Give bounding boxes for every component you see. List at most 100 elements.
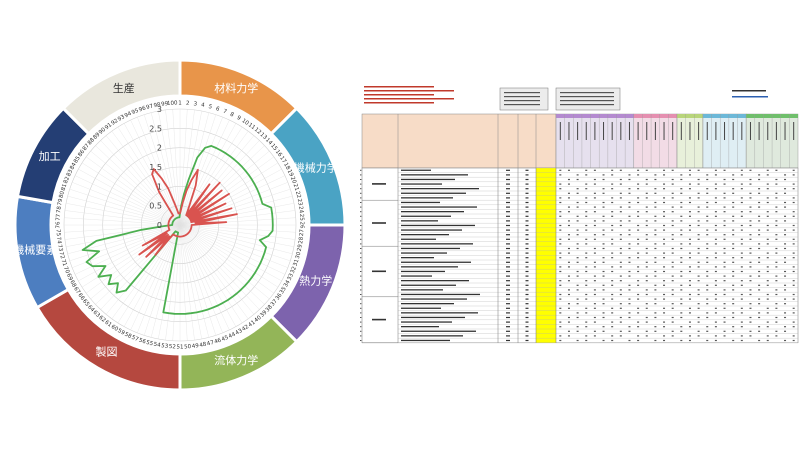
cell-mark: [567, 266, 570, 268]
cell-mark: [749, 280, 752, 282]
row-number: [360, 326, 362, 328]
cell-mark: [706, 220, 709, 222]
cell-mark: [637, 183, 640, 185]
cell-mark: [775, 211, 778, 213]
cell-mark: [567, 192, 570, 194]
cell-mark: [775, 252, 778, 254]
category-label: 49: [192, 343, 200, 350]
cell-mark: [697, 224, 700, 227]
key-box: [555, 87, 621, 111]
cell-mark: [775, 178, 778, 181]
cell-mark: [559, 174, 562, 176]
cell-mark: [602, 247, 605, 250]
cell-mark: [740, 229, 743, 231]
cell-mark: [792, 215, 795, 217]
cell-mark: [671, 220, 674, 222]
row-mark: [506, 330, 510, 332]
cell-mark: [758, 275, 761, 277]
row-mark: [525, 234, 529, 236]
cell-mark: [723, 335, 726, 337]
cell-mark: [611, 284, 614, 286]
category-label: 39: [259, 309, 269, 319]
cell-mark: [628, 178, 631, 181]
grid-spoke: [179, 224, 265, 305]
cell-mark: [576, 229, 579, 231]
cell-mark: [628, 303, 631, 305]
row-text: [401, 229, 462, 231]
cell-mark: [723, 192, 726, 194]
cell-mark: [619, 224, 622, 227]
cell-mark: [740, 215, 743, 217]
cell-mark: [576, 234, 579, 236]
cell-mark: [775, 275, 778, 277]
column-heading: [758, 122, 760, 140]
category-label: 42: [241, 324, 250, 333]
cell-mark: [723, 224, 726, 227]
cell-mark: [723, 247, 726, 250]
cell-mark: [645, 275, 648, 277]
row-mark: [525, 238, 529, 240]
row-mark: [506, 316, 510, 319]
group-label: [372, 183, 386, 185]
cell-mark: [593, 224, 596, 227]
cell-mark: [637, 229, 640, 231]
cell-mark: [680, 257, 683, 259]
cell-mark: [775, 293, 778, 296]
cell-mark: [654, 339, 657, 342]
cell-mark: [602, 303, 605, 305]
cell-mark: [619, 261, 622, 263]
cell-mark: [567, 275, 570, 277]
category-label: 27: [299, 229, 305, 237]
cell-mark: [654, 206, 657, 208]
cell-mark: [637, 252, 640, 254]
cell-mark: [723, 206, 726, 208]
category-label: 6: [215, 106, 221, 113]
cell-mark: [585, 307, 588, 309]
cell-mark: [645, 321, 648, 323]
cell-mark: [697, 289, 700, 291]
cell-mark: [576, 201, 579, 204]
cell-mark: [576, 192, 579, 194]
cell-mark: [663, 298, 666, 300]
category-label: 71: [60, 259, 68, 268]
cell-mark: [706, 257, 709, 259]
cell-mark: [792, 211, 795, 213]
cell-mark: [775, 289, 778, 291]
category-label: 54: [153, 342, 161, 349]
cell-mark: [637, 326, 640, 328]
column-heading: [620, 122, 622, 140]
cell-mark: [645, 224, 648, 227]
row-number: [360, 220, 362, 222]
cell-mark: [559, 201, 562, 204]
sector-label: 機械力学: [294, 161, 338, 175]
cell-mark: [792, 266, 795, 268]
cell-mark: [792, 335, 795, 337]
cell-mark: [567, 178, 570, 181]
cell-mark: [559, 280, 562, 282]
grid-spoke: [179, 224, 188, 341]
cell-mark: [567, 211, 570, 213]
category-label: 83: [66, 168, 75, 177]
category-label: 8: [229, 112, 235, 119]
cell-mark: [740, 335, 743, 337]
cell-mark: [688, 197, 691, 199]
cell-mark: [792, 284, 795, 286]
cell-mark: [732, 192, 735, 194]
sector-segment: [61, 58, 182, 136]
cell-mark: [732, 257, 735, 259]
cell-mark: [663, 174, 666, 176]
cell-mark: [714, 201, 717, 204]
cell-mark: [740, 284, 743, 286]
cell-mark: [663, 321, 666, 323]
cell-mark: [645, 316, 648, 319]
grid-spoke: [179, 224, 296, 233]
cell-mark: [593, 206, 596, 208]
cell-mark: [559, 229, 562, 231]
cell-mark: [671, 280, 674, 282]
cell-mark: [593, 261, 596, 263]
cell-mark: [723, 183, 726, 185]
category-label: 7: [222, 109, 228, 116]
cell-mark: [663, 169, 666, 171]
cell-mark: [749, 316, 752, 319]
category-label: 19: [286, 169, 295, 178]
